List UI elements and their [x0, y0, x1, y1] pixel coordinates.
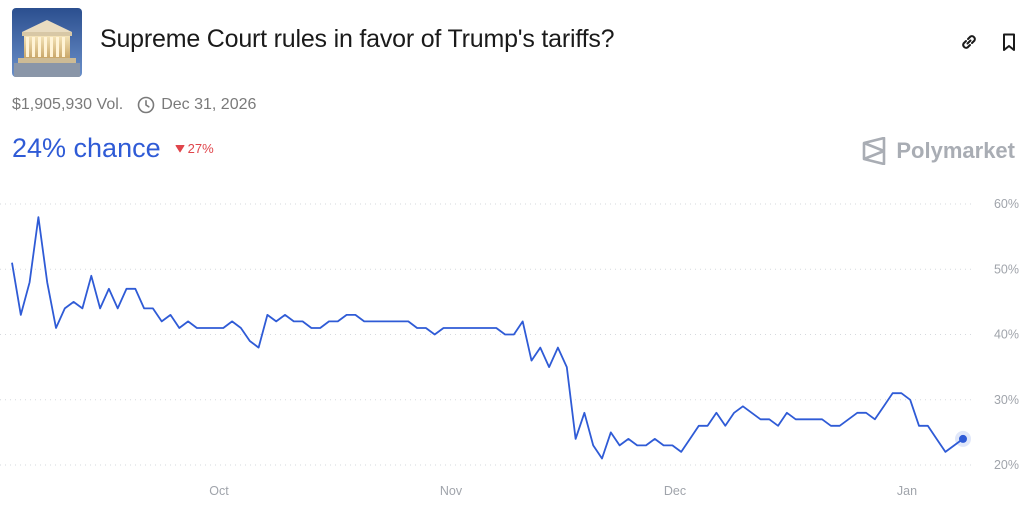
- polymarket-logo-icon: [863, 137, 886, 165]
- bookmark-icon[interactable]: [998, 31, 1020, 53]
- x-tick-label: Jan: [897, 484, 917, 498]
- odds-row: 24% chance 27%: [12, 133, 214, 164]
- end-date-text: Dec 31, 2026: [161, 96, 257, 113]
- chance-text: 24% chance: [12, 133, 161, 163]
- x-tick-label: Oct: [209, 484, 229, 498]
- polymarket-brand[interactable]: Polymarket: [861, 137, 1015, 165]
- clock-icon: [137, 96, 155, 114]
- market-thumbnail[interactable]: [12, 8, 82, 77]
- y-tick-label: 50%: [994, 262, 1019, 276]
- probability-line: [11, 216, 964, 460]
- brand-name: Polymarket: [896, 138, 1015, 163]
- y-tick-label: 30%: [994, 393, 1019, 407]
- chart-grid: [0, 203, 975, 466]
- change-badge: 27%: [175, 141, 214, 156]
- link-icon[interactable]: [958, 31, 980, 53]
- x-tick-label: Dec: [664, 484, 686, 498]
- x-tick-label: Nov: [440, 484, 463, 498]
- y-tick-label: 20%: [994, 458, 1019, 472]
- supreme-court-building-icon: [12, 8, 82, 77]
- y-tick-label: 40%: [994, 328, 1019, 342]
- volume-text: $1,905,930 Vol.: [12, 96, 124, 113]
- y-tick-label: 60%: [994, 197, 1019, 211]
- change-text: 27%: [187, 141, 214, 156]
- x-axis-labels: Oct Nov Dec Jan: [209, 484, 917, 498]
- triangle-down-icon: [175, 145, 185, 153]
- market-meta: $1,905,930 Vol. Dec 31, 2026: [12, 96, 256, 114]
- probability-line-chart: 60% 50% 40% 30% 20% Oct Nov Dec Jan: [0, 197, 1019, 498]
- y-axis-labels: 60% 50% 40% 30% 20%: [994, 197, 1019, 472]
- current-point[interactable]: [959, 434, 967, 443]
- market-title: Supreme Court rules in favor of Trump's …: [100, 25, 615, 53]
